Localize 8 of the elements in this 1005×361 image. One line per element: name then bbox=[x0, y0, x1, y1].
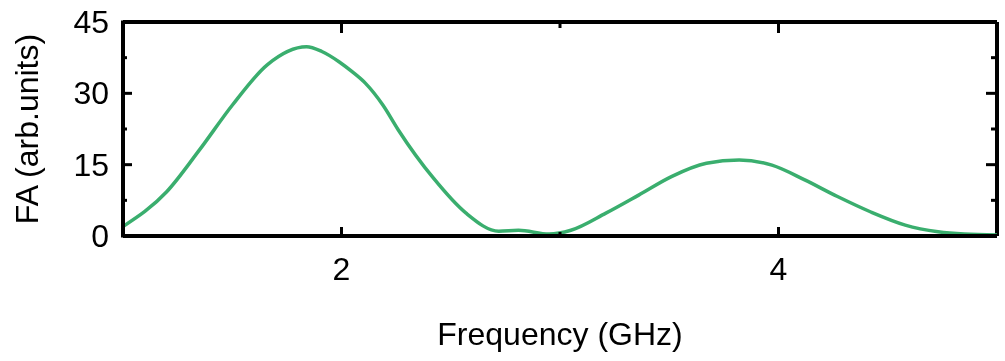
y-tick-label: 45 bbox=[73, 4, 109, 40]
y-tick-label: 30 bbox=[73, 75, 109, 112]
y-axis-title: FA (arb.units) bbox=[9, 33, 45, 225]
y-tick-label: 15 bbox=[73, 146, 109, 183]
x-tick-label: 4 bbox=[769, 251, 788, 287]
x-axis-title: Frequency (GHz) bbox=[437, 316, 683, 352]
x-tick-label: 2 bbox=[332, 251, 351, 287]
y-tick-label: 0 bbox=[91, 218, 109, 254]
